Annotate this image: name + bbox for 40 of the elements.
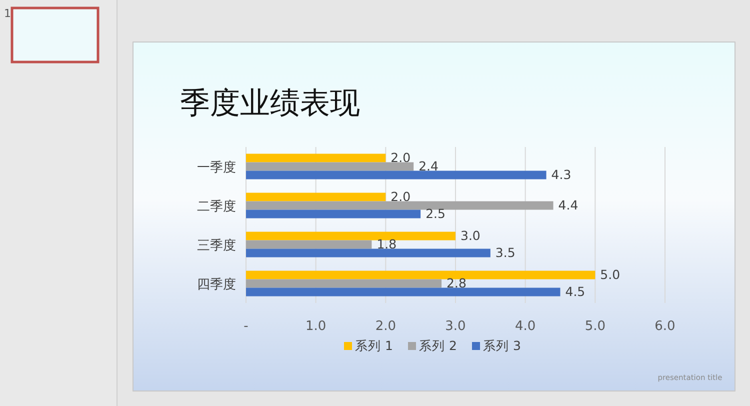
bar <box>246 162 414 171</box>
data-label: 2.4 <box>418 158 439 174</box>
data-label: 4.3 <box>551 166 572 182</box>
bar <box>246 170 546 180</box>
y-tick-label: 三季度 <box>197 238 236 254</box>
legend-label: 系列 2 <box>419 338 457 353</box>
data-label: 2.8 <box>446 275 466 290</box>
data-label: 2.0 <box>390 150 411 165</box>
data-label: 3.0 <box>460 228 480 243</box>
bar <box>246 232 456 240</box>
x-tick-label: 6.0 <box>654 319 676 334</box>
data-label: 2.5 <box>426 206 446 221</box>
bar <box>246 201 554 210</box>
bar <box>246 288 560 296</box>
bar <box>246 270 596 280</box>
y-tick-label: 四季度 <box>197 276 236 292</box>
data-label: 5.0 <box>600 266 620 282</box>
x-tick-label: 1.0 <box>305 319 326 334</box>
chart-title: 季度业绩表现 <box>180 86 360 121</box>
data-label: 4.4 <box>558 197 578 212</box>
x-tick-label: 4.0 <box>514 319 536 334</box>
x-tick-label: 2.0 <box>375 319 396 334</box>
bar <box>246 248 490 258</box>
x-tick-label: 5.0 <box>584 319 606 334</box>
data-label: 2.0 <box>390 188 411 204</box>
bar <box>246 279 442 288</box>
data-label: 3.5 <box>495 244 516 260</box>
data-label: 1.8 <box>376 236 397 252</box>
legend-label: 系列 3 <box>483 338 521 353</box>
x-tick-label: - <box>244 319 249 334</box>
x-tick-label: 3.0 <box>445 319 466 334</box>
bar <box>246 240 372 249</box>
legend-label: 系列 1 <box>355 338 393 353</box>
text: 1 <box>4 7 11 20</box>
y-tick-label: 二季度 <box>197 198 236 214</box>
bar <box>246 154 386 162</box>
data-label: 4.5 <box>565 284 586 299</box>
y-tick-label: 一季度 <box>197 160 236 176</box>
bar <box>246 192 386 202</box>
bar <box>246 210 421 218</box>
